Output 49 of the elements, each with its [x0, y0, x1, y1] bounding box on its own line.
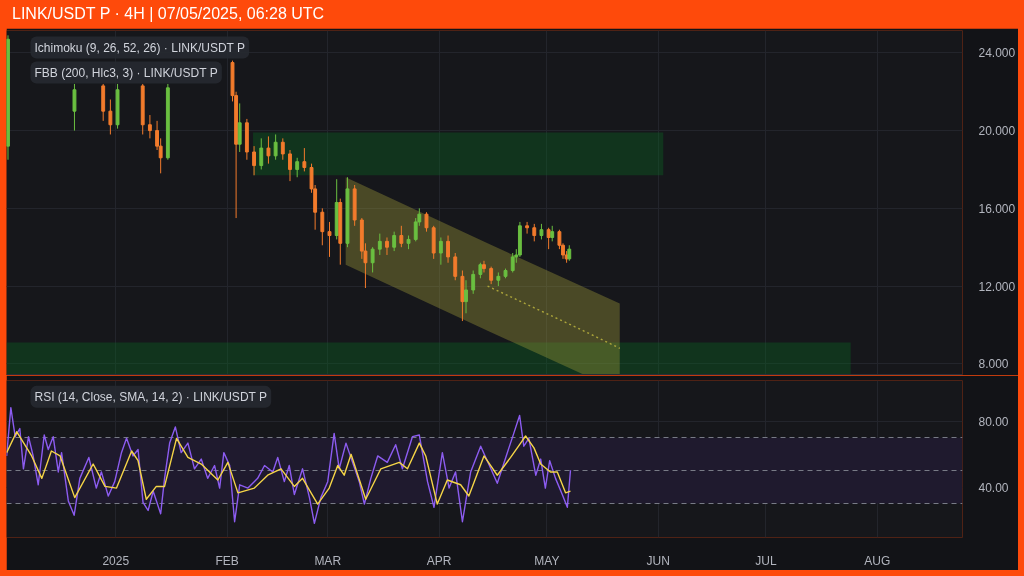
x-tick-label: MAR [314, 553, 342, 568]
candlestick [302, 147, 307, 172]
annotation: FBB (200, Hlc3, 3) · LINK/USDT P [34, 65, 218, 80]
x-tick-label: FEB [215, 553, 239, 568]
y-tick-label: 40.00 [978, 480, 1009, 495]
candlestick [471, 270, 476, 295]
x-tick-label: JUN [646, 553, 670, 568]
candlestick [147, 114, 152, 139]
candlestick [273, 133, 278, 161]
x-tick-label: JUL [755, 553, 777, 568]
annotation: Ichimoku (9, 26, 52, 26) · LINK/USDT P [34, 40, 246, 55]
x-tick-label: APR [426, 553, 452, 568]
line-series [6, 431, 572, 505]
candlestick [252, 145, 257, 176]
candlestick [385, 236, 389, 256]
candlestick [280, 137, 285, 161]
candlestick [464, 279, 468, 314]
candlestick [320, 207, 325, 246]
annotation: RSI (14, Close, SMA, 14, 2) · LINK/USDT P [34, 389, 268, 404]
x-tick-label: 2025 [102, 553, 130, 568]
x-tick-label: MAY [534, 553, 560, 568]
candlestick [424, 211, 429, 233]
candlestick [237, 102, 242, 153]
candlestick [295, 157, 300, 178]
y-tick-label: 12.000 [978, 279, 1016, 294]
candlestick [288, 149, 292, 182]
candlestick [370, 246, 375, 273]
x-tick-label: AUG [864, 553, 891, 568]
candlestick [392, 231, 397, 252]
line-series [6, 406, 572, 525]
candlestick [453, 252, 458, 281]
y-tick-label: 20.000 [978, 124, 1016, 139]
candlestick [482, 260, 486, 273]
candlestick [377, 233, 382, 256]
candlestick [510, 252, 515, 273]
y-tick-label: 8.000 [978, 357, 1009, 372]
candlestick [259, 137, 264, 170]
candlestick [525, 221, 530, 235]
y-tick-label: 24.000 [978, 46, 1016, 61]
candlestick [72, 83, 77, 132]
y-tick-label: 16.000 [978, 201, 1016, 216]
candlestick [399, 225, 404, 248]
candlestick [327, 221, 332, 258]
candlestick [446, 235, 450, 264]
y-tick-label: 80.00 [978, 414, 1009, 429]
candlestick [108, 98, 113, 135]
candlestick [438, 236, 443, 266]
candlestick [266, 135, 271, 165]
chart-title: LINK/USDT P · 4H | 07/05/2025, 06:28 UTC [12, 4, 325, 24]
